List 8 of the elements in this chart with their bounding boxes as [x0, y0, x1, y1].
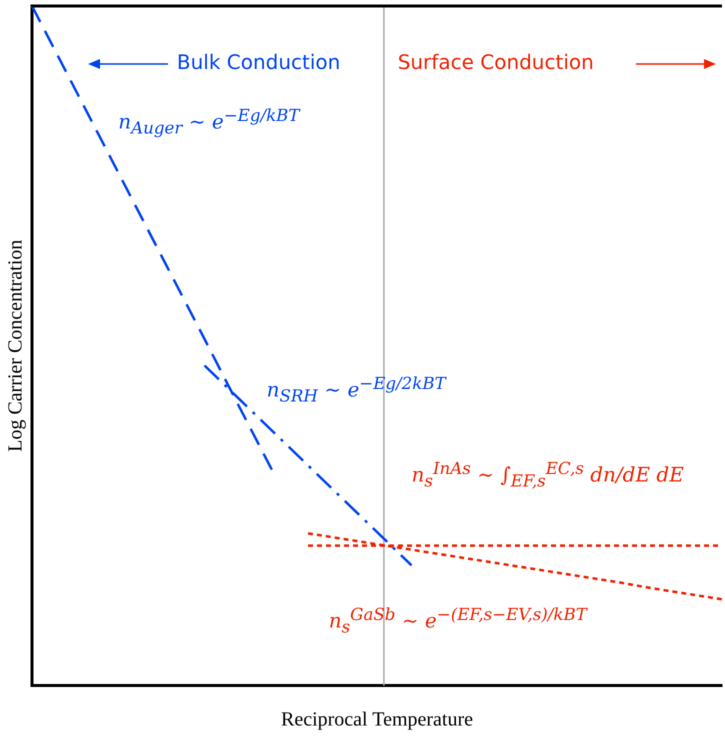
series-label: n$_{SRH}$ ∼ e$^{−Eg/2kBT}$: [266, 374, 446, 406]
y-axis-title: Log Carrier Concentration: [4, 240, 26, 452]
series-label: n$_{s}$$^{GaSb}$ ∼ e$^{−(EF,s−EV,s)/kBT}$: [328, 605, 587, 637]
annotation: Bulk Conduction: [176, 50, 340, 74]
series-label: n$_{Auger}$ ∼ e$^{−Eg/kBT}$: [118, 106, 300, 138]
text: n$_{s}$$^{InAs}$ ∼ ∫$_{EF,s}$$^{EC,s}$ dn/dE dE: [412, 458, 684, 491]
x-axis-title: Reciprocal Temperature: [280, 708, 474, 730]
annotation: Surface Conduction: [398, 50, 594, 74]
